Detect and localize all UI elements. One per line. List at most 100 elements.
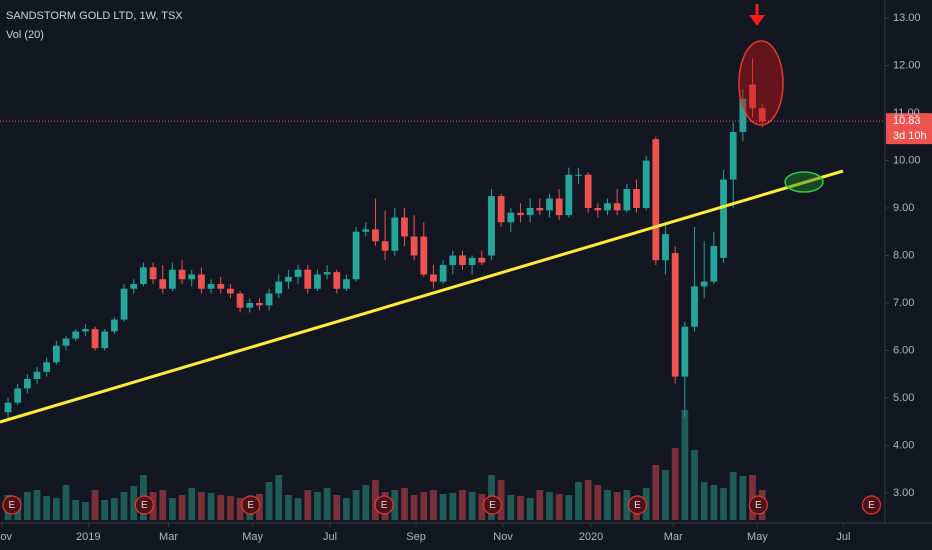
- candle-body: [72, 331, 80, 339]
- candle-body: [265, 293, 273, 306]
- candle-body: [169, 269, 176, 289]
- y-tick-label: 13.00: [893, 12, 921, 24]
- volume-bar: [468, 492, 476, 520]
- candle-body: [362, 229, 370, 232]
- earnings-marker: [627, 495, 648, 515]
- volume-bar: [536, 490, 544, 520]
- x-tick-label: Nov: [0, 531, 13, 543]
- candle-body: [536, 208, 544, 211]
- candle-body: [468, 257, 476, 265]
- candle-body: [43, 362, 51, 372]
- earnings-label: E: [141, 500, 148, 511]
- volume-bar: [23, 492, 31, 520]
- earnings-marker: [241, 495, 261, 515]
- volume-bar: [294, 498, 302, 520]
- candle-body: [149, 267, 157, 280]
- down-arrow: [749, 4, 765, 26]
- candle-body: [33, 371, 41, 379]
- candle-body: [352, 231, 360, 280]
- highlight-ellipse: [738, 40, 784, 126]
- volume-bar: [110, 498, 118, 520]
- candle-body: [430, 274, 437, 282]
- candle-body: [91, 329, 99, 349]
- candle-body: [633, 189, 640, 208]
- y-tick-label: 6.00: [893, 344, 914, 356]
- candle-body: [391, 217, 399, 251]
- candle-body: [584, 174, 592, 208]
- volume-bar: [343, 498, 350, 520]
- y-tick-label: 5.00: [893, 392, 914, 404]
- candle-body: [207, 283, 215, 289]
- volume-bar: [584, 480, 592, 520]
- candle-body: [681, 326, 689, 377]
- x-tick-label: Mar: [664, 531, 683, 543]
- candle-body: [110, 319, 118, 332]
- volume-bar: [52, 498, 60, 520]
- volume-bar: [227, 496, 234, 520]
- candle-body: [758, 108, 766, 122]
- volume-bar: [507, 495, 515, 520]
- candle-body: [246, 302, 254, 308]
- volume-bar: [691, 450, 698, 520]
- volume-bar: [575, 482, 582, 520]
- x-tick-label: Jul: [836, 531, 850, 543]
- candle-body: [662, 234, 669, 261]
- candle-body: [604, 203, 611, 211]
- volume-bar: [497, 480, 505, 520]
- volume-bar: [546, 492, 553, 520]
- earnings-marker: [374, 495, 394, 515]
- volume-bar: [401, 488, 408, 520]
- y-tick-label: 4.00: [893, 439, 914, 451]
- volume-bar: [265, 482, 273, 520]
- candle-body: [642, 160, 650, 208]
- candle-body: [488, 196, 495, 256]
- volume-bar: [420, 492, 428, 520]
- volume-bar: [459, 490, 466, 520]
- candle-body: [497, 196, 505, 223]
- candle-body: [333, 272, 341, 289]
- candle-body: [227, 288, 234, 294]
- volume-bar: [159, 490, 167, 520]
- candle-body: [4, 402, 12, 413]
- last-price-label: 10.83: [893, 115, 921, 127]
- volume-bar: [333, 495, 341, 520]
- y-tick-label: 8.00: [893, 249, 914, 261]
- volume-bar: [652, 465, 660, 520]
- candle-body: [565, 174, 573, 216]
- candle-body: [285, 276, 292, 282]
- volume-bar: [362, 485, 370, 520]
- volume-bar: [372, 480, 379, 520]
- x-tick-label: Nov: [493, 531, 513, 543]
- candle-body: [294, 269, 302, 277]
- volume-bar: [188, 488, 196, 520]
- candle-body: [217, 283, 225, 289]
- volume-bar: [43, 496, 51, 520]
- candle-body: [526, 208, 534, 216]
- volume-bar: [33, 490, 41, 520]
- candle-body: [546, 198, 553, 211]
- candle-body: [256, 302, 263, 306]
- candle-body: [198, 274, 205, 289]
- volume-bar: [739, 476, 747, 520]
- volume-bar: [613, 492, 621, 520]
- volume-bar: [217, 495, 225, 520]
- candle-body: [410, 236, 418, 256]
- earnings-label: E: [489, 500, 496, 511]
- candle-body: [420, 236, 428, 275]
- candle-body: [381, 241, 389, 251]
- volume-bar: [662, 470, 669, 520]
- volume-bar: [72, 500, 80, 520]
- candle-body: [517, 212, 524, 216]
- candle-body: [729, 132, 737, 180]
- x-tick-label: 2020: [579, 531, 603, 543]
- overlay: 10.83 3d 10h: [0, 113, 932, 145]
- volume-bar: [169, 498, 176, 520]
- volume-bar: [720, 488, 727, 520]
- volume-bar: [275, 475, 283, 520]
- volume-bar: [120, 492, 128, 520]
- candle-body: [62, 338, 70, 346]
- earnings-marker: [482, 495, 503, 515]
- earnings-marker: [134, 495, 154, 515]
- candle-body: [343, 279, 350, 289]
